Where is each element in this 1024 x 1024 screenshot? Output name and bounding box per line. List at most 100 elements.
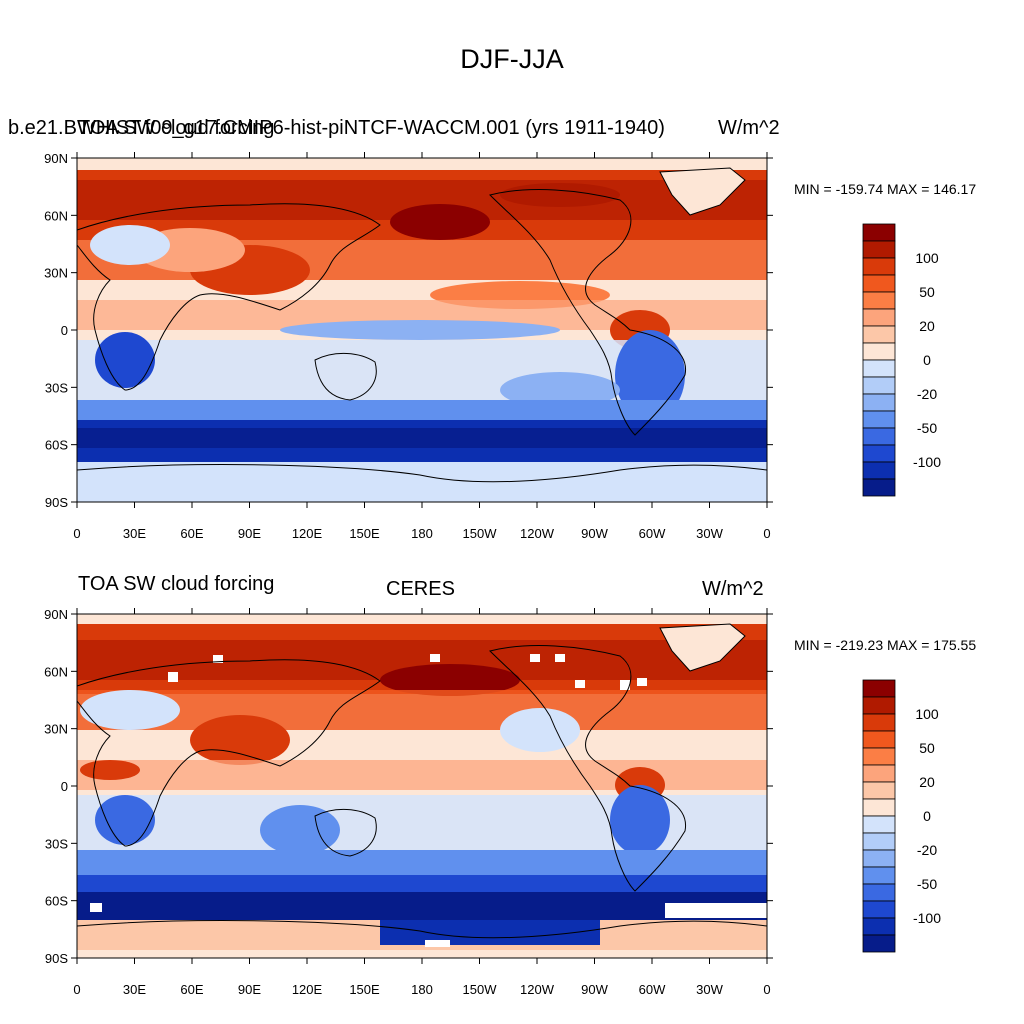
lat-tick-label: 60N [44, 208, 68, 223]
lon-tick-label: 120E [292, 526, 323, 541]
colorbar-label: -100 [913, 454, 941, 470]
colorbar-swatch [862, 376, 896, 395]
colorbar-swatch [862, 223, 896, 242]
figure-title: DJF-JJA [460, 44, 564, 74]
colorbar-swatch [862, 240, 896, 259]
lat-tick-label: 90S [45, 951, 68, 966]
colorbar-swatch [862, 781, 896, 800]
lat-tick-label: 30N [44, 266, 68, 281]
colorbar-swatch [862, 900, 896, 919]
axes-layer: 90N 60N 30N 0 30S 60S 90S 0 30E 60E 90E 120E 150E 180… [44, 151, 773, 997]
lon-tick-label: 90E [238, 982, 261, 997]
lon-tick-label: 60W [639, 526, 666, 541]
colorbar-label: 0 [923, 808, 931, 824]
colorbar-swatch [862, 934, 896, 953]
colorbar-label: 100 [915, 706, 939, 722]
lon-tick-label: 90W [581, 982, 608, 997]
lon-tick-label: 30E [123, 526, 146, 541]
lon-tick-label: 0 [73, 982, 80, 997]
lon-tick-label: 30W [696, 982, 723, 997]
colorbar-swatch [862, 410, 896, 429]
colorbar-label: -50 [917, 876, 937, 892]
lon-tick-label: 60W [639, 982, 666, 997]
lon-tick-label: 120W [520, 982, 555, 997]
colorbar-swatch [862, 849, 896, 868]
colorbar-label: 50 [919, 284, 935, 300]
colorbar-label: 0 [923, 352, 931, 368]
lon-tick-label: 150W [463, 526, 498, 541]
colorbar-swatch [862, 444, 896, 463]
colorbars: 100 50 20 0 -20 -50 -100 100 50 20 0 -20 -50 -100 [862, 223, 941, 953]
colorbar-label: -20 [917, 842, 937, 858]
panel2-variable-title: TOA SW cloud forcing [78, 573, 275, 595]
lon-tick-label: 180 [411, 982, 433, 997]
colorbar-label: 20 [919, 774, 935, 790]
colorbar-swatch [862, 393, 896, 412]
lat-tick-label: 0 [61, 779, 68, 794]
panel1-variable-title: TOA SW cloud forcing [78, 117, 275, 139]
lat-tick-label: 0 [61, 323, 68, 338]
panel1-case-title: b.e21.BWHIST.f09_g17.CMIP6-hist-piNTCF-W… [8, 117, 665, 139]
lat-tick-label: 90N [44, 151, 68, 166]
lon-tick-label: 60E [180, 526, 203, 541]
colorbar-swatch [862, 764, 896, 783]
panel1-units: W/m^2 [718, 117, 780, 139]
lon-tick-label: 0 [763, 982, 770, 997]
colorbar-swatch [862, 291, 896, 310]
lat-tick-label: 90S [45, 495, 68, 510]
colorbar-swatch [862, 866, 896, 885]
lon-tick-label: 120E [292, 982, 323, 997]
colorbar-swatch [862, 478, 896, 497]
colorbar-label: -20 [917, 386, 937, 402]
panel1-map [77, 158, 767, 502]
colorbar-swatch [862, 832, 896, 851]
colorbar-label: -100 [913, 910, 941, 926]
lon-tick-label: 180 [411, 526, 433, 541]
lon-tick-label: 120W [520, 526, 555, 541]
colorbar-swatch [862, 696, 896, 715]
lon-tick-label: 150W [463, 982, 498, 997]
colorbar-swatch [862, 308, 896, 327]
colorbar-swatch [862, 461, 896, 480]
lat-tick-label: 30S [45, 836, 68, 851]
panel2-units: W/m^2 [702, 578, 764, 600]
colorbar-swatch [862, 274, 896, 293]
colorbar-swatch [862, 798, 896, 817]
colorbar-swatch [862, 679, 896, 698]
colorbar-label: 20 [919, 318, 935, 334]
lon-tick-label: 60E [180, 982, 203, 997]
panel1-minmax: MIN = -159.74 MAX = 146.17 [794, 181, 977, 197]
lat-tick-label: 90N [44, 607, 68, 622]
lon-tick-label: 0 [73, 526, 80, 541]
colorbar-label: 100 [915, 250, 939, 266]
lat-tick-label: 60N [44, 664, 68, 679]
colorbar-swatch [862, 917, 896, 936]
colorbar-swatch [862, 713, 896, 732]
lat-tick-label: 60S [45, 894, 68, 909]
colorbar-swatch [862, 815, 896, 834]
colorbar-label: 50 [919, 740, 935, 756]
lon-tick-label: 30E [123, 982, 146, 997]
colorbar-swatch [862, 730, 896, 749]
lon-tick-label: 150E [349, 526, 380, 541]
panel2-source-title: CERES [386, 578, 455, 600]
lat-tick-label: 60S [45, 438, 68, 453]
lon-tick-label: 90E [238, 526, 261, 541]
lon-tick-label: 0 [763, 526, 770, 541]
lon-tick-label: 150E [349, 982, 380, 997]
colorbar-swatch [862, 257, 896, 276]
colorbar-swatch [862, 883, 896, 902]
colorbar-swatch [862, 325, 896, 344]
lat-tick-label: 30S [45, 380, 68, 395]
colorbar-swatch [862, 342, 896, 361]
colorbar-swatch [862, 747, 896, 766]
panel2-minmax: MIN = -219.23 MAX = 175.55 [794, 637, 977, 653]
lon-tick-label: 30W [696, 526, 723, 541]
lat-tick-label: 30N [44, 722, 68, 737]
panel2-map [77, 614, 767, 958]
colorbar-swatch [862, 359, 896, 378]
colorbar-swatch [862, 427, 896, 446]
colorbar-label: -50 [917, 420, 937, 436]
lon-tick-label: 90W [581, 526, 608, 541]
